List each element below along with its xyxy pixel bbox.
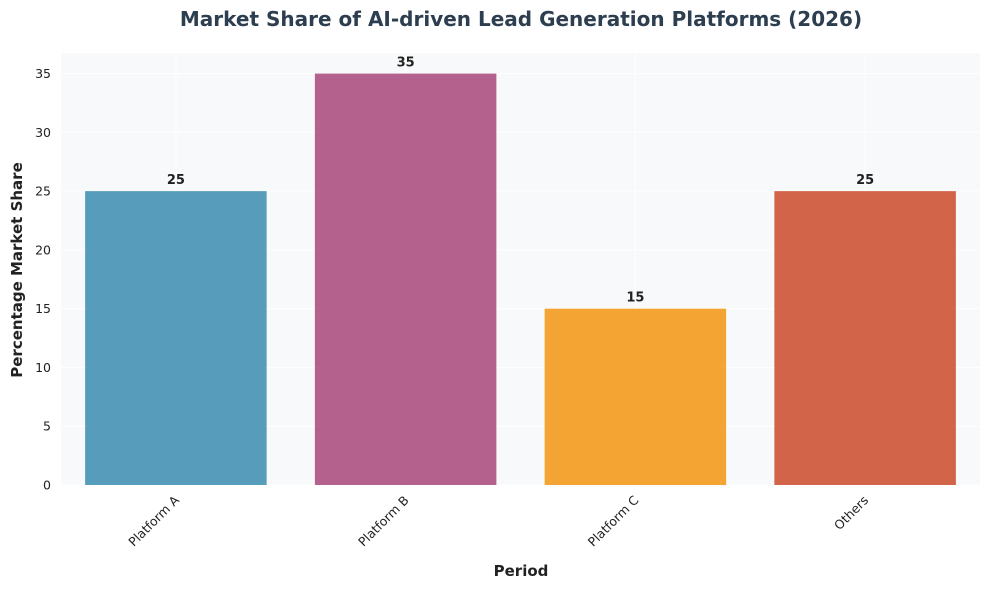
bar-value-label: 25	[856, 173, 874, 188]
y-tick-label: 15	[35, 301, 51, 316]
y-tick-label: 25	[35, 184, 51, 199]
bars-group	[85, 73, 956, 486]
y-axis-ticks: 0 5 10 15 20 25 30 35	[35, 66, 51, 492]
y-tick-label: 5	[43, 419, 51, 434]
x-tick-label: Others	[831, 493, 871, 533]
bar-value-label: 15	[626, 291, 644, 306]
x-axis-ticks: Platform A Platform B Platform C Others	[125, 492, 871, 549]
bar-platform-c	[544, 308, 727, 485]
y-tick-label: 30	[35, 125, 51, 140]
bar-platform-b	[314, 73, 497, 486]
y-tick-label: 20	[35, 242, 51, 257]
y-axis-label: Percentage Market Share	[8, 162, 26, 378]
bar-others	[774, 191, 956, 486]
y-tick-label: 0	[43, 478, 51, 493]
bar-labels-group: 25 35 15 25	[167, 56, 874, 306]
chart-title: Market Share of AI-driven Lead Generatio…	[180, 7, 862, 31]
x-tick-label: Platform A	[125, 492, 182, 549]
y-tick-label: 10	[35, 360, 51, 375]
x-tick-label: Platform B	[355, 493, 412, 550]
x-axis-label: Period	[494, 562, 549, 580]
y-tick-label: 35	[35, 66, 51, 81]
bar-value-label: 35	[397, 56, 415, 71]
bar-platform-a	[85, 191, 267, 486]
bar-value-label: 25	[167, 173, 185, 188]
x-tick-label: Platform C	[585, 492, 642, 549]
